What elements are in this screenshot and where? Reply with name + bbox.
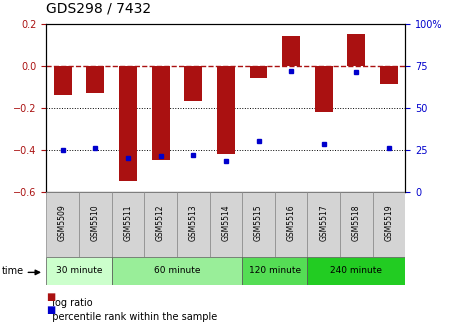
Text: GSM5518: GSM5518: [352, 205, 361, 241]
Bar: [348, 34, 365, 66]
Text: percentile rank within the sample: percentile rank within the sample: [46, 312, 217, 322]
Bar: [79, 192, 111, 257]
Text: GSM5513: GSM5513: [189, 205, 198, 241]
Bar: [242, 257, 308, 285]
Bar: [111, 257, 242, 285]
Text: GSM5519: GSM5519: [385, 205, 394, 241]
Bar: [242, 192, 275, 257]
Bar: [308, 192, 340, 257]
Bar: [373, 192, 405, 257]
Text: GSM5517: GSM5517: [319, 205, 328, 241]
Bar: [380, 66, 398, 84]
Bar: [275, 192, 308, 257]
Bar: [210, 192, 242, 257]
Text: ■: ■: [46, 305, 56, 315]
Text: 30 minute: 30 minute: [56, 266, 102, 276]
Text: GSM5516: GSM5516: [286, 205, 295, 241]
Text: time: time: [2, 266, 24, 276]
Text: ■: ■: [46, 292, 56, 302]
Bar: [53, 66, 71, 95]
Bar: [184, 66, 202, 101]
Bar: [46, 192, 79, 257]
Bar: [144, 192, 177, 257]
Bar: [86, 66, 104, 93]
Bar: [119, 66, 137, 181]
Bar: [250, 66, 268, 78]
Bar: [282, 36, 300, 66]
Text: GSM5510: GSM5510: [91, 205, 100, 241]
Text: GSM5514: GSM5514: [221, 205, 230, 241]
Bar: [308, 257, 405, 285]
Bar: [217, 66, 235, 154]
Bar: [46, 257, 111, 285]
Bar: [340, 192, 373, 257]
Text: log ratio: log ratio: [46, 298, 93, 308]
Bar: [111, 192, 144, 257]
Bar: [177, 192, 210, 257]
Text: 240 minute: 240 minute: [330, 266, 383, 276]
Bar: [315, 66, 333, 112]
Text: GSM5509: GSM5509: [58, 205, 67, 241]
Text: GSM5512: GSM5512: [156, 205, 165, 241]
Text: GDS298 / 7432: GDS298 / 7432: [46, 1, 151, 15]
Bar: [152, 66, 170, 160]
Text: 120 minute: 120 minute: [249, 266, 301, 276]
Text: 60 minute: 60 minute: [154, 266, 200, 276]
Text: GSM5511: GSM5511: [123, 205, 132, 241]
Text: GSM5515: GSM5515: [254, 205, 263, 241]
